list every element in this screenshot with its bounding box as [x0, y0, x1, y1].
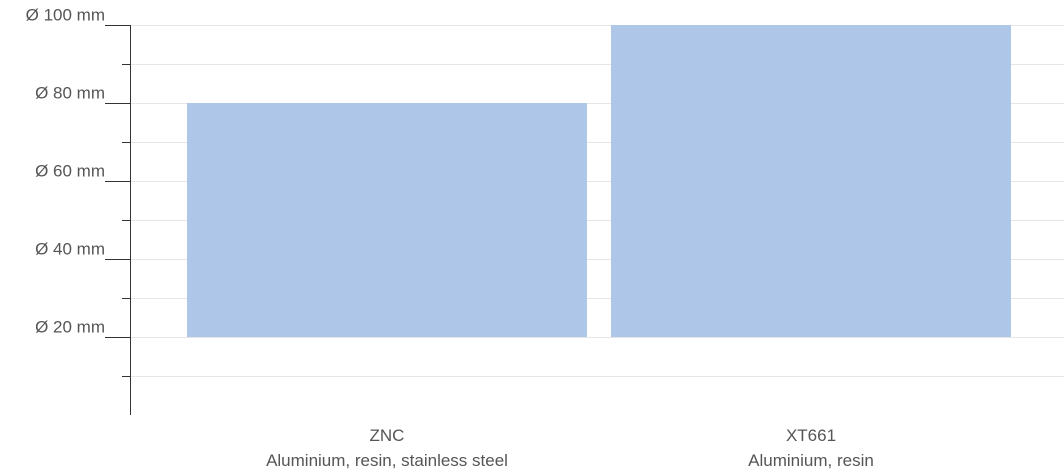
category-subtitle: Aluminium, resin [748, 451, 874, 470]
y-tick-label: Ø 80 mm [35, 84, 105, 103]
y-axis: Ø 20 mm Ø 40 mm Ø 60 mm Ø 80 mm Ø 100 mm [26, 6, 131, 415]
category-label: XT661 [786, 426, 836, 445]
bar-znc [187, 103, 587, 337]
category-labels: ZNC Aluminium, resin, stainless steel XT66… [266, 426, 874, 470]
y-tick-label: Ø 40 mm [35, 240, 105, 259]
category-subtitle: Aluminium, resin, stainless steel [266, 451, 508, 470]
y-tick-label: Ø 100 mm [26, 6, 105, 25]
bar-xt661 [611, 25, 1011, 337]
bars [187, 25, 1011, 337]
category-label: ZNC [370, 426, 405, 445]
y-tick-label: Ø 60 mm [35, 162, 105, 181]
y-tick-label: Ø 20 mm [35, 318, 105, 337]
